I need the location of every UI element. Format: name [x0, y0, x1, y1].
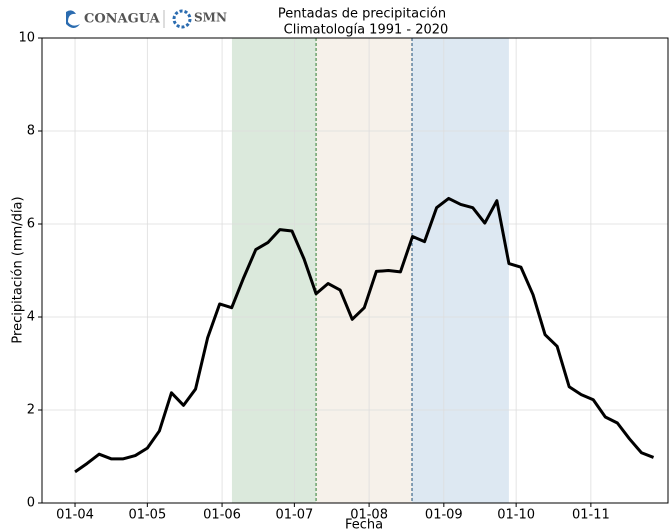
logo-icon — [66, 10, 80, 28]
x-tick-label: 01-09 — [425, 508, 463, 523]
logo-text: SMN — [194, 11, 227, 25]
y-tick-label: 10 — [18, 31, 35, 46]
x-tick-label: 01-04 — [56, 508, 94, 523]
plot-frame — [41, 37, 669, 504]
logo-conagua: CONAGUA — [66, 10, 161, 28]
chart-subtitle: Climatología 1991 - 2020 — [284, 23, 449, 38]
y-tick-label: 6 — [27, 217, 35, 232]
y-tick-label: 0 — [27, 496, 35, 511]
x-axis-label: Fecha — [345, 518, 383, 531]
x-tick-label: 01-05 — [128, 508, 166, 523]
y-tick-label: 4 — [27, 310, 35, 325]
y-tick-label: 8 — [27, 124, 35, 139]
period-band — [412, 38, 509, 503]
chart-title: Pentadas de precipitación — [278, 7, 446, 22]
x-tick-label: 01-07 — [275, 508, 313, 523]
y-tick-label: 2 — [27, 403, 35, 418]
logo-text: CONAGUA — [84, 12, 161, 27]
precip-line — [74, 196, 655, 474]
x-tick-label: 01-10 — [497, 508, 535, 523]
x-tick-label: 01-08 — [350, 508, 388, 523]
y-axis-label: Precipitación (mm/día) — [11, 196, 26, 343]
period-band — [231, 38, 317, 503]
x-tick-label: 01-11 — [572, 508, 610, 523]
logo-icon — [172, 9, 192, 29]
x-tick-label: 01-06 — [203, 508, 241, 523]
logo-smn: SMN — [172, 9, 227, 29]
